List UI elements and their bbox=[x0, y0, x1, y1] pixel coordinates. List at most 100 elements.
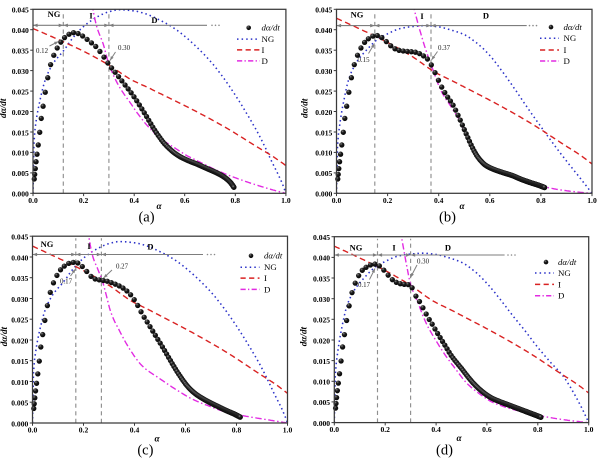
svg-text:0.4: 0.4 bbox=[130, 426, 140, 435]
svg-text:0.035: 0.035 bbox=[313, 274, 330, 283]
svg-text:0.0: 0.0 bbox=[28, 196, 38, 205]
svg-text:0.000: 0.000 bbox=[11, 419, 28, 428]
svg-text:0.15: 0.15 bbox=[357, 57, 370, 64]
svg-text:0.010: 0.010 bbox=[11, 378, 28, 387]
svg-text:0.020: 0.020 bbox=[313, 336, 330, 345]
svg-text:0.020: 0.020 bbox=[12, 108, 29, 117]
svg-text:D: D bbox=[151, 15, 157, 25]
svg-text:NG: NG bbox=[262, 34, 275, 44]
svg-text:NG: NG bbox=[564, 33, 577, 43]
svg-text:(b): (b) bbox=[439, 210, 456, 226]
svg-text:α: α bbox=[456, 433, 462, 443]
svg-text:0.4: 0.4 bbox=[129, 196, 139, 205]
svg-text:0.0: 0.0 bbox=[28, 426, 38, 435]
svg-text:0.6: 0.6 bbox=[181, 426, 191, 435]
svg-text:dα/dt: dα/dt bbox=[0, 98, 8, 118]
svg-text:0.17: 0.17 bbox=[358, 282, 371, 289]
svg-text:0.000: 0.000 bbox=[315, 190, 332, 199]
svg-text:0.0: 0.0 bbox=[332, 196, 342, 205]
svg-text:0.040: 0.040 bbox=[315, 26, 332, 35]
svg-text:dα/dt: dα/dt bbox=[262, 23, 281, 33]
svg-text:NG: NG bbox=[48, 9, 61, 19]
svg-text:(c): (c) bbox=[137, 443, 153, 459]
svg-text:0.2: 0.2 bbox=[79, 196, 89, 205]
svg-text:1.0: 1.0 bbox=[283, 426, 293, 435]
svg-text:D: D bbox=[147, 241, 153, 251]
svg-text:I: I bbox=[392, 242, 396, 252]
svg-text:D: D bbox=[558, 291, 564, 301]
svg-text:0.005: 0.005 bbox=[315, 169, 332, 178]
svg-text:D: D bbox=[445, 242, 451, 252]
svg-text:I: I bbox=[264, 273, 267, 283]
svg-text:0.17: 0.17 bbox=[60, 279, 73, 286]
svg-text:0.040: 0.040 bbox=[11, 253, 28, 262]
svg-text:I: I bbox=[87, 241, 91, 251]
svg-text:0.030: 0.030 bbox=[12, 67, 29, 76]
svg-text:0.025: 0.025 bbox=[12, 87, 29, 96]
svg-text:dα/dt: dα/dt bbox=[264, 251, 283, 261]
svg-text:(a): (a) bbox=[138, 210, 154, 226]
svg-text:0.6: 0.6 bbox=[482, 425, 492, 434]
svg-text:I: I bbox=[262, 45, 265, 55]
svg-text:0.010: 0.010 bbox=[12, 149, 29, 158]
svg-text:0.2: 0.2 bbox=[383, 196, 393, 205]
svg-text:I: I bbox=[89, 11, 93, 21]
svg-text:D: D bbox=[264, 284, 270, 294]
svg-text:0.030: 0.030 bbox=[313, 295, 330, 304]
svg-text:0.0: 0.0 bbox=[330, 425, 340, 434]
svg-text:NG: NG bbox=[558, 268, 571, 278]
svg-text:0.6: 0.6 bbox=[180, 196, 190, 205]
svg-text:0.010: 0.010 bbox=[313, 378, 330, 387]
svg-text:0.045: 0.045 bbox=[313, 233, 330, 242]
svg-text:D: D bbox=[483, 11, 489, 21]
svg-text:0.035: 0.035 bbox=[315, 47, 332, 56]
svg-text:dα/dt: dα/dt bbox=[564, 22, 583, 32]
svg-text:0.005: 0.005 bbox=[11, 399, 28, 408]
svg-text:0.020: 0.020 bbox=[315, 108, 332, 117]
svg-text:0.025: 0.025 bbox=[11, 316, 28, 325]
svg-text:0.025: 0.025 bbox=[313, 316, 330, 325]
svg-text:0.010: 0.010 bbox=[315, 149, 332, 158]
svg-text:0.040: 0.040 bbox=[313, 254, 330, 263]
svg-text:NG: NG bbox=[351, 10, 364, 20]
svg-text:0.015: 0.015 bbox=[11, 357, 28, 366]
svg-text:0.005: 0.005 bbox=[12, 169, 29, 178]
svg-text:0.045: 0.045 bbox=[315, 6, 332, 15]
svg-text:0.035: 0.035 bbox=[12, 47, 29, 56]
svg-text:α: α bbox=[154, 434, 160, 444]
svg-text:I: I bbox=[564, 45, 567, 55]
svg-text:dα/dt: dα/dt bbox=[300, 98, 310, 118]
svg-text:dα/dt: dα/dt bbox=[299, 326, 309, 346]
svg-text:NG: NG bbox=[350, 242, 363, 252]
svg-text:α: α bbox=[459, 201, 465, 211]
svg-text:0.4: 0.4 bbox=[431, 425, 441, 434]
svg-text:0.030: 0.030 bbox=[11, 295, 28, 304]
svg-text:0.005: 0.005 bbox=[313, 398, 330, 407]
svg-text:(d): (d) bbox=[436, 443, 453, 459]
svg-text:1.0: 1.0 bbox=[584, 425, 594, 434]
svg-text:0.000: 0.000 bbox=[313, 419, 330, 428]
svg-text:0.045: 0.045 bbox=[11, 233, 28, 242]
svg-text:dα/dt: dα/dt bbox=[0, 326, 9, 346]
svg-text:0.000: 0.000 bbox=[12, 190, 29, 199]
svg-text:0.8: 0.8 bbox=[536, 196, 546, 205]
svg-text:0.4: 0.4 bbox=[434, 196, 444, 205]
svg-text:0.2: 0.2 bbox=[380, 425, 390, 434]
svg-text:0.6: 0.6 bbox=[485, 196, 495, 205]
svg-text:D: D bbox=[564, 56, 570, 66]
svg-text:0.27: 0.27 bbox=[116, 264, 129, 271]
svg-text:α: α bbox=[156, 201, 162, 211]
svg-text:0.8: 0.8 bbox=[231, 196, 241, 205]
svg-text:0.015: 0.015 bbox=[12, 128, 29, 137]
svg-text:I: I bbox=[420, 11, 424, 21]
svg-text:NG: NG bbox=[41, 239, 54, 249]
svg-text:0.37: 0.37 bbox=[438, 45, 451, 52]
svg-text:D: D bbox=[262, 56, 268, 66]
svg-text:1.0: 1.0 bbox=[587, 196, 597, 205]
svg-text:0.030: 0.030 bbox=[315, 67, 332, 76]
svg-text:I: I bbox=[558, 279, 561, 289]
svg-text:0.020: 0.020 bbox=[11, 336, 28, 345]
svg-text:1.0: 1.0 bbox=[281, 196, 291, 205]
svg-text:0.025: 0.025 bbox=[315, 87, 332, 96]
svg-text:0.040: 0.040 bbox=[12, 26, 29, 35]
